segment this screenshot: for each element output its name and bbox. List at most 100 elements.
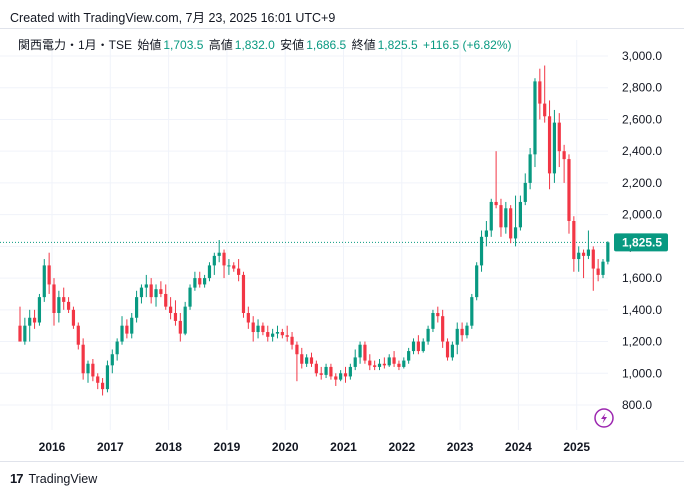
footer-brand[interactable]: 17 TradingView xyxy=(10,471,97,486)
candle xyxy=(37,293,42,326)
candle xyxy=(421,338,425,353)
symbol-label: 関西電力・1月・TSE xyxy=(18,38,133,52)
candle-body xyxy=(305,357,309,364)
candle-body xyxy=(261,325,265,333)
candle xyxy=(81,338,85,380)
candle xyxy=(562,144,566,183)
candle xyxy=(227,259,231,275)
candle-body xyxy=(300,354,304,364)
candle xyxy=(567,154,571,234)
candle xyxy=(382,357,386,369)
candle xyxy=(513,195,518,247)
change-value: +116.5 (+6.82%) xyxy=(422,38,512,52)
candle-body xyxy=(397,363,401,367)
candle xyxy=(71,306,76,329)
candle-body xyxy=(353,357,357,367)
candle xyxy=(441,309,445,348)
lightning-icon[interactable] xyxy=(594,408,614,428)
created-with-text: Created with TradingView.com, 7月 23, 202… xyxy=(10,11,336,25)
candle xyxy=(329,363,333,380)
candle xyxy=(363,341,367,364)
candle-body xyxy=(382,363,386,366)
candle-body xyxy=(596,268,600,275)
candle xyxy=(397,360,401,371)
candle-body xyxy=(295,344,299,355)
candle-body xyxy=(523,182,527,202)
candle xyxy=(251,316,255,342)
candle xyxy=(164,284,168,310)
candle xyxy=(42,259,46,302)
candle xyxy=(134,290,139,323)
candle xyxy=(203,274,207,288)
candle xyxy=(368,354,372,371)
candle-body xyxy=(513,227,518,239)
candle-body xyxy=(577,252,581,260)
candle xyxy=(348,363,352,380)
candle xyxy=(339,370,343,382)
candle xyxy=(538,68,542,120)
candle-body xyxy=(217,252,221,256)
candle xyxy=(120,316,124,345)
candle-body xyxy=(581,252,586,256)
candle-body xyxy=(421,341,425,352)
y-tick-label: 2,400.0 xyxy=(622,144,662,158)
candle xyxy=(91,358,95,382)
candle xyxy=(183,301,187,336)
candle-body xyxy=(426,328,430,342)
open-label: 始値 xyxy=(137,38,162,52)
candle-body xyxy=(343,373,348,377)
y-tick-label: 1,000.0 xyxy=(622,366,662,380)
ohlc-legend: 関西電力・1月・TSE 始値 1,703.5 高値 1,832.0 安値 1,686.… xyxy=(18,36,514,53)
candle xyxy=(470,293,474,329)
candle xyxy=(62,287,66,310)
candle xyxy=(178,312,182,342)
close-label: 終値 xyxy=(351,38,376,52)
candle-body xyxy=(431,312,435,329)
candle-body xyxy=(159,289,163,294)
candle xyxy=(212,252,216,275)
candle-body xyxy=(154,289,158,298)
candle-body xyxy=(552,122,557,174)
candle-body xyxy=(32,317,37,323)
candle-body xyxy=(173,312,178,321)
candle-body xyxy=(528,154,532,183)
candle xyxy=(295,341,299,382)
candle xyxy=(32,309,37,329)
x-tick-label: 2019 xyxy=(214,440,241,454)
candle xyxy=(494,151,498,209)
x-tick-label: 2024 xyxy=(505,440,532,454)
candle xyxy=(309,352,314,367)
candle-body xyxy=(266,332,270,337)
candle-body xyxy=(237,268,241,275)
candle-body xyxy=(222,252,226,266)
candle-body xyxy=(334,376,338,380)
candle-body xyxy=(547,116,552,174)
candle-body xyxy=(567,159,571,221)
candle xyxy=(319,366,323,380)
candle-body xyxy=(57,297,61,313)
x-tick-label: 2023 xyxy=(447,440,474,454)
candle xyxy=(52,278,56,326)
candle-body xyxy=(105,365,110,390)
candle-body xyxy=(110,354,114,366)
candle xyxy=(256,319,260,339)
candle xyxy=(586,230,591,260)
candle xyxy=(475,262,479,301)
candle xyxy=(47,252,51,294)
candle xyxy=(139,284,144,304)
candle-body xyxy=(139,287,144,298)
candle-body xyxy=(436,312,440,317)
candle-body xyxy=(18,325,22,342)
candle xyxy=(217,240,221,263)
candle-body xyxy=(606,242,610,262)
candle xyxy=(387,354,391,367)
candle xyxy=(455,322,459,355)
chart-frame xyxy=(0,28,684,462)
candle-body xyxy=(115,341,119,355)
candle-body xyxy=(198,278,202,285)
candle xyxy=(105,360,110,393)
y-tick-label: 3,000.0 xyxy=(622,49,662,63)
candle-body xyxy=(538,81,542,104)
candle-body xyxy=(86,363,90,374)
